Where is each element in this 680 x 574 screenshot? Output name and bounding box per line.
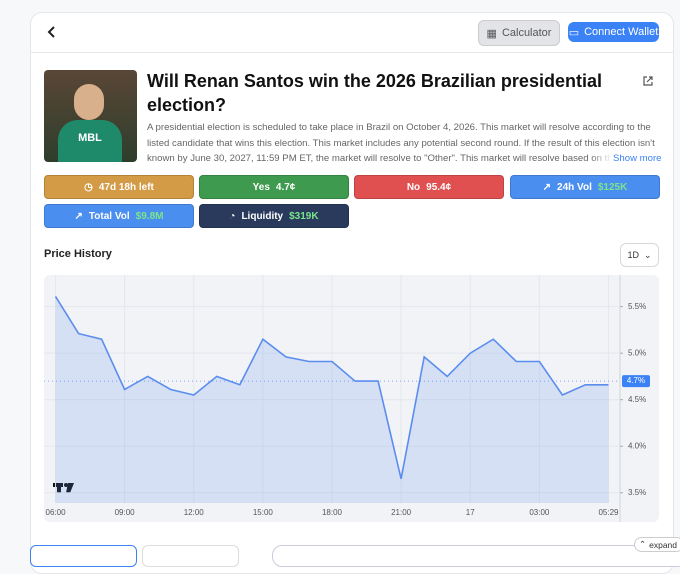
price-chart: 3.5% 4.0% 4.5% 5.0% 5.5% 06:00 09:00 12:00 15:00… bbox=[44, 275, 659, 522]
x-tick-label: 03:00 bbox=[529, 508, 550, 517]
price-area bbox=[55, 296, 609, 503]
y-tick-label: 3.5% bbox=[628, 488, 646, 497]
calculator-button[interactable]: ▦ Calculator bbox=[478, 20, 560, 46]
x-tick-label: 21:00 bbox=[391, 508, 412, 517]
time-left: ◷ 47d 18h left bbox=[44, 175, 194, 199]
y-tick-label: 4.5% bbox=[628, 395, 646, 404]
no-price[interactable]: No 95.4¢ bbox=[354, 175, 504, 199]
stat-label: No bbox=[406, 181, 421, 193]
timeframe-select[interactable]: 1D ⌄ bbox=[620, 243, 659, 267]
show-more-link[interactable]: Show more bbox=[613, 153, 662, 164]
tradingview-logo bbox=[53, 483, 74, 493]
yes-price[interactable]: Yes 4.7¢ bbox=[199, 175, 349, 199]
x-tick-label: 18:00 bbox=[322, 508, 343, 517]
x-tick-label: 06:00 bbox=[46, 508, 67, 517]
x-tick-label: 05:29 bbox=[598, 508, 619, 517]
current-price-badge bbox=[622, 375, 650, 388]
market-title: Will Renan Santos win the 2026 Brazilian… bbox=[147, 71, 602, 115]
fade bbox=[591, 152, 661, 168]
stat-label: Liquidity bbox=[241, 210, 284, 222]
chart-title: Price History bbox=[44, 248, 112, 260]
stat-value: $319K bbox=[289, 210, 319, 222]
x-tick-label: 09:00 bbox=[115, 508, 136, 517]
timeframe-label: 1D bbox=[627, 250, 639, 260]
back-button[interactable] bbox=[45, 25, 59, 39]
x-tick-label: 12:00 bbox=[184, 508, 205, 517]
page: ▦ Calculator ▭ Connect Wallet MBL Will Ren… bbox=[30, 12, 680, 574]
stat-value: $9.8M bbox=[135, 210, 164, 222]
stat-label: 24h Vol bbox=[557, 181, 592, 193]
stat-value: 4.7¢ bbox=[275, 181, 296, 193]
chart-background bbox=[44, 275, 659, 522]
stat-value: 95.4¢ bbox=[426, 181, 452, 193]
market-description: A presidential election is scheduled to … bbox=[147, 122, 655, 165]
external-link-icon[interactable] bbox=[642, 75, 654, 87]
y-tick-label: 5.0% bbox=[628, 348, 646, 357]
volume-24h: ↗ 24h Vol $125K bbox=[510, 175, 660, 199]
expand-label: expand bbox=[649, 539, 678, 550]
current-price-label: 4.7% bbox=[627, 376, 645, 385]
bottom-panel bbox=[272, 545, 680, 567]
connect-wallet-button[interactable]: ▭ Connect Wallet bbox=[568, 22, 659, 42]
divider bbox=[31, 52, 673, 53]
button-label: Connect Wallet bbox=[584, 26, 659, 38]
stat-label: Total Vol bbox=[88, 210, 130, 222]
tab[interactable] bbox=[30, 545, 137, 567]
stat-label: 47d 18h left bbox=[98, 181, 154, 193]
liquidity: ◔ Liquidity $319K bbox=[199, 204, 349, 228]
button-label: Calculator bbox=[501, 27, 552, 39]
price-line bbox=[54, 295, 609, 479]
y-tick-label: 5.5% bbox=[628, 302, 646, 311]
stat-value: $125K bbox=[597, 181, 628, 193]
tab[interactable] bbox=[142, 545, 239, 567]
total-volume: ↗ Total Vol $9.8M bbox=[44, 204, 194, 228]
market-image: MBL bbox=[44, 70, 137, 162]
x-tick-label: 15:00 bbox=[253, 508, 274, 517]
stat-label: Yes bbox=[252, 181, 270, 193]
expand-button[interactable]: ⌃ expand bbox=[634, 537, 680, 552]
y-tick-label: 4.0% bbox=[628, 441, 646, 450]
x-tick-label: 17 bbox=[466, 508, 475, 517]
